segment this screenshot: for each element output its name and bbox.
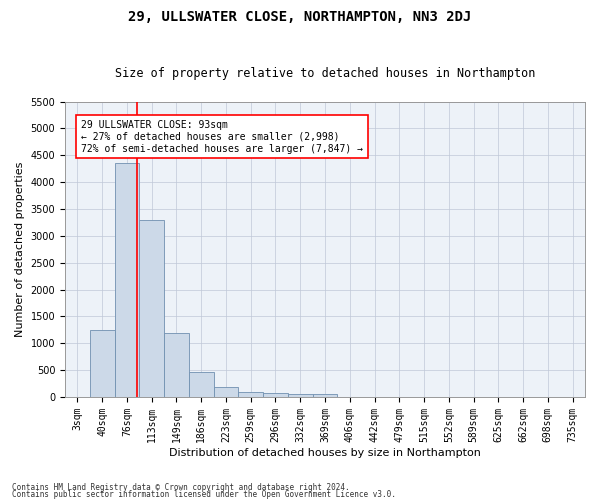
Bar (90, 330, 115, 397)
Bar (115, 164, 139, 397)
Bar (164, 332, 189, 397)
Bar (263, 393, 288, 397)
Bar (189, 372, 214, 397)
Text: 29, ULLSWATER CLOSE, NORTHAMPTON, NN3 2DJ: 29, ULLSWATER CLOSE, NORTHAMPTON, NN3 2D… (128, 10, 472, 24)
Bar (238, 392, 263, 397)
Text: 29 ULLSWATER CLOSE: 93sqm
← 27% of detached houses are smaller (2,998)
72% of se: 29 ULLSWATER CLOSE: 93sqm ← 27% of detac… (81, 120, 363, 154)
Bar (313, 394, 337, 397)
Bar (139, 220, 164, 397)
Bar (288, 394, 313, 397)
X-axis label: Distribution of detached houses by size in Northampton: Distribution of detached houses by size … (169, 448, 481, 458)
Bar (214, 387, 238, 397)
Text: Contains public sector information licensed under the Open Government Licence v3: Contains public sector information licen… (12, 490, 396, 499)
Title: Size of property relative to detached houses in Northampton: Size of property relative to detached ho… (115, 66, 535, 80)
Y-axis label: Number of detached properties: Number of detached properties (15, 162, 25, 337)
Text: Contains HM Land Registry data © Crown copyright and database right 2024.: Contains HM Land Registry data © Crown c… (12, 484, 350, 492)
